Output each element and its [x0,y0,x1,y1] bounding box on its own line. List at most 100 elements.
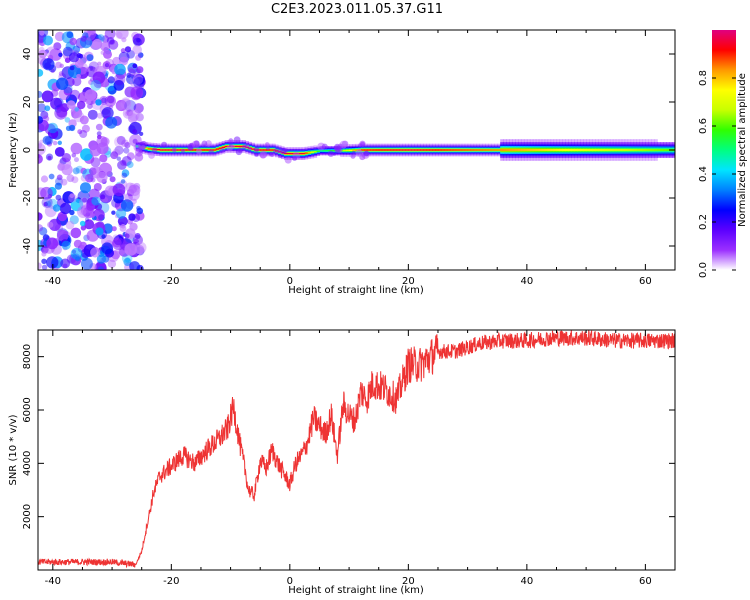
ridge-speckle [205,140,212,147]
ridge-cell [627,148,632,152]
ridge-cell [553,148,558,152]
ridge-cell [236,145,241,148]
noise-blob [121,169,130,177]
ridge-speckle [269,151,273,156]
ridge-speckle [359,140,366,147]
ridge-cell [440,149,445,151]
noise-blob [115,31,123,39]
noise-blob [65,220,75,230]
noise-blob [95,99,102,106]
ridge-cell [360,149,365,151]
x-tick-label: 0 [287,276,293,287]
ridge-cell [307,151,312,154]
noise-blob [38,90,43,98]
ridge-cell [260,149,264,151]
ridge-cell [426,149,430,151]
ridge-cell [286,152,291,155]
ridge-cell [283,152,288,155]
ridge-speckle [230,144,235,149]
ridge-cell [512,148,516,152]
noise-blob [124,142,131,149]
ridge-cell [381,149,386,151]
x-tick-label: -20 [163,576,179,587]
noise-blob [70,142,83,155]
noise-blob [90,177,96,183]
noise-blob [133,238,139,245]
noise-blob [112,56,121,66]
noise-blob [101,107,114,119]
noise-blob [86,202,95,211]
noise-blob [117,160,127,170]
noise-blob [74,157,79,163]
noise-blob [121,156,132,166]
colorbar-ticks: 0.0 0.2 0.4 0.6 0.8 [698,70,736,278]
ridge-cell [648,148,652,152]
noise-blob [58,71,64,77]
noise-blob [79,115,89,125]
noise-blob [85,217,89,222]
noise-blob [120,199,134,212]
noise-blob [52,140,58,146]
ridge-cell [352,149,356,151]
ridge-cell [369,149,374,151]
ridge-cell [417,149,421,151]
noise-blob [72,76,82,87]
ridge-cell [586,148,590,152]
ridge-cell [597,148,602,152]
ridge-cell [476,149,481,151]
noise-blob [124,193,133,202]
noise-blob [38,154,43,164]
noise-blob [113,73,126,86]
noise-blob [52,204,61,212]
noise-blob [63,86,73,96]
ridge-cell [458,149,463,151]
noise-blob [136,66,144,74]
noise-blob [75,256,81,262]
noise-blob [139,131,144,136]
ridge-cell [251,148,255,150]
noise-blob [132,74,144,85]
noise-blob [69,193,75,199]
ridge-cell [432,149,436,151]
noise-blob [135,54,142,61]
noise-blob [100,108,111,119]
noise-blob [72,167,80,175]
ridge-speckle [273,148,280,155]
noise-blob [90,247,101,258]
ridge-cell [144,147,149,149]
ridge-speckle [334,145,341,153]
noise-blob [124,233,130,239]
noise-blob [42,135,52,145]
noise-blob [68,124,76,132]
noise-blob [70,227,82,239]
noise-blob [41,258,47,264]
noise-blob [70,247,83,260]
noise-blob [103,49,112,59]
ridge-speckle [181,148,185,153]
noise-blob [137,52,144,58]
ridge-cell [603,148,608,152]
ridge-cell [509,148,513,152]
ridge-cell [221,146,226,148]
ridge-cell [651,148,655,152]
ridge-cell [645,148,649,152]
noise-blob [66,174,75,183]
ridge-cell [298,152,303,155]
ridge-cell [488,149,492,151]
ridge-cell [470,149,475,151]
ridge-cell [215,148,220,150]
noise-blob [66,31,74,39]
ridge-speckle [350,153,356,159]
ridge-speckle [172,147,177,153]
ridge-cell [500,148,504,152]
ridge-cell [547,148,552,152]
noise-blob [96,142,109,155]
ridge-cell [562,148,566,152]
ridge-cell [654,148,658,152]
ridge-cell [420,149,424,151]
ridge-speckle [265,142,270,147]
noise-blob [69,37,77,46]
noise-blob [80,182,91,194]
ridge-cell [556,148,561,152]
